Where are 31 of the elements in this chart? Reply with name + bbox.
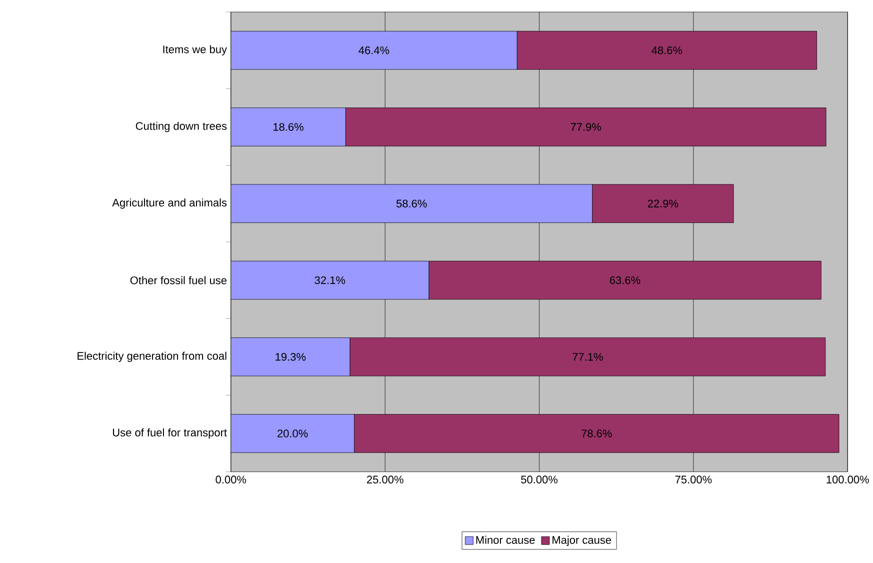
data-label: 32.1%: [314, 276, 346, 284]
bar: [230, 414, 354, 453]
data-label: 22.9%: [648, 200, 678, 208]
y-tick-label: Other fossil fuel use: [130, 276, 227, 284]
data-label: 19.3%: [276, 353, 306, 361]
data-label: 58.6%: [396, 200, 427, 208]
bar: [230, 184, 593, 224]
x-tick-label: 50.00%: [521, 476, 558, 484]
x-tick-label: 25.00%: [366, 476, 404, 484]
bar: [230, 338, 350, 376]
y-tick-label: Agriculture and animals: [112, 198, 227, 209]
legend-label: Minor cause: [476, 536, 535, 544]
x-tick-label: 75.00%: [675, 476, 712, 484]
legend-label: Major cause: [552, 536, 612, 546]
data-label: 77.1%: [572, 353, 603, 361]
bar: [230, 108, 346, 146]
x-tick-label: 100.00%: [826, 476, 869, 484]
y-tick-label: Use of fuel for transport: [112, 428, 227, 439]
data-label: 48.6%: [652, 46, 682, 54]
x-tick-label: 0.00%: [216, 476, 246, 484]
data-label: 63.6%: [610, 276, 640, 284]
y-tick-label: Cutting down trees: [136, 122, 227, 132]
bar: [230, 31, 518, 70]
y-tick-label: Items we buy: [163, 45, 227, 56]
bar: [230, 260, 430, 300]
data-label: 78.6%: [582, 430, 612, 438]
data-label: 18.6%: [274, 123, 304, 131]
data-label: 46.4%: [358, 46, 390, 54]
y-tick-label: Electricity generation from coal: [78, 352, 226, 362]
data-label: 20.0%: [278, 430, 308, 438]
data-label: 77.9%: [570, 123, 602, 131]
